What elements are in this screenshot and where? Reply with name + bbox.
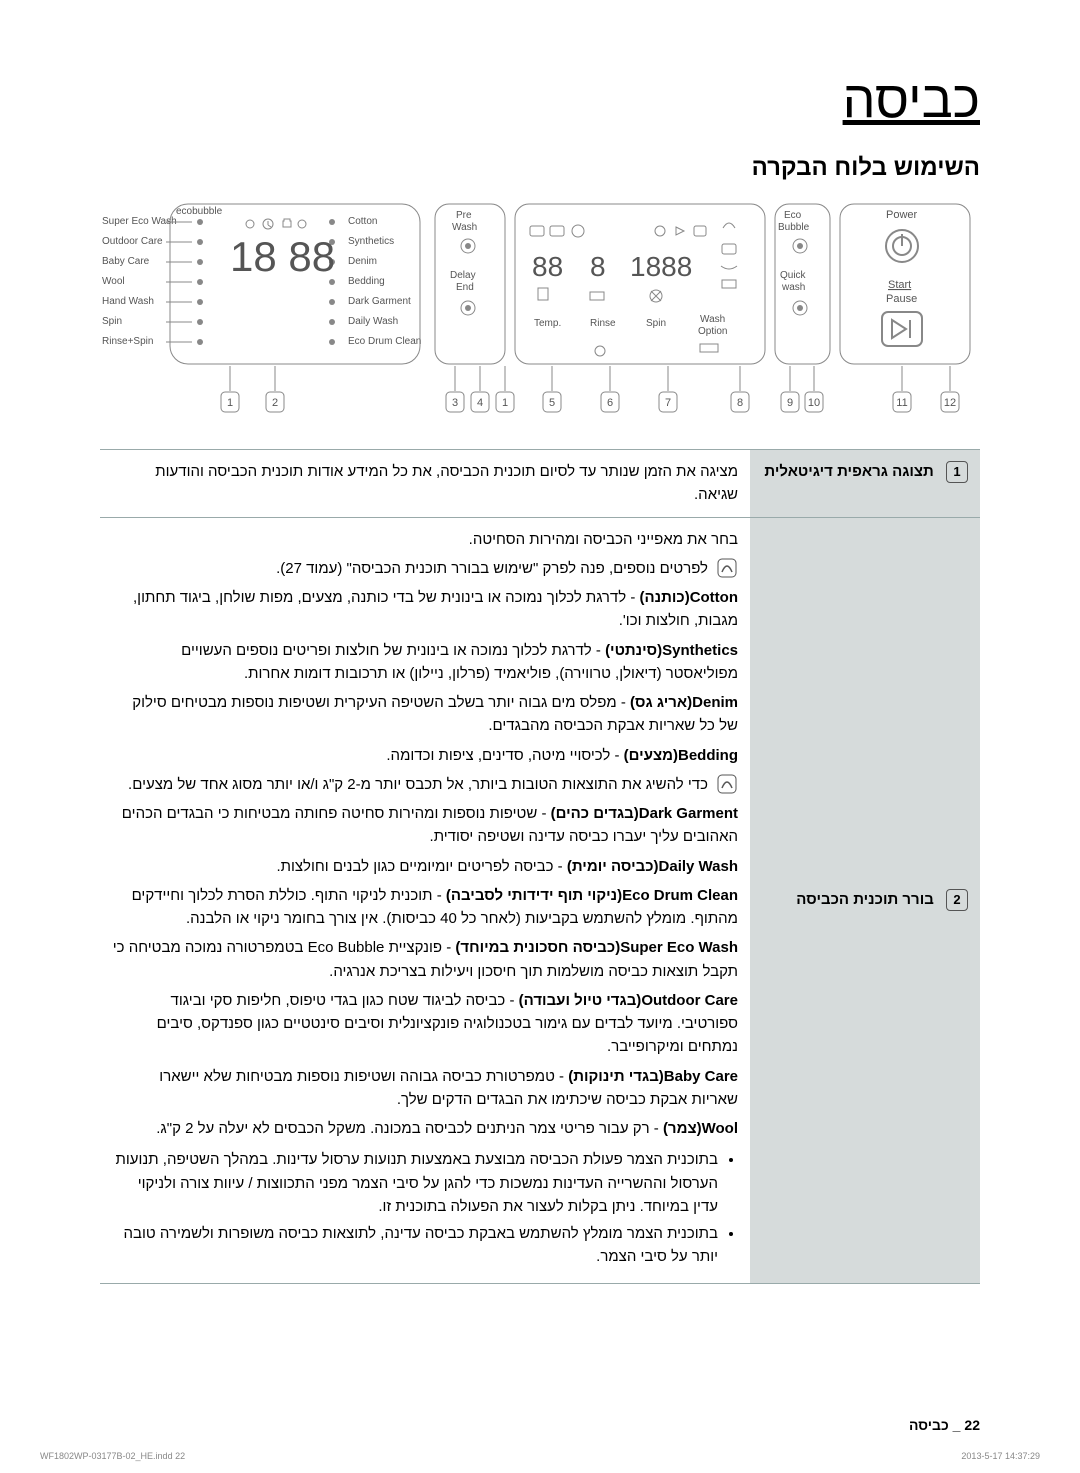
svg-text:Wool: Wool <box>102 276 125 287</box>
row2-num: 2 <box>946 889 968 911</box>
bullet-2: בתוכנית הצמר מומלץ להשתמש באבקת כביסה עד… <box>112 1222 718 1269</box>
svg-text:1: 1 <box>227 397 233 409</box>
svg-text:1: 1 <box>502 397 508 409</box>
info-icon <box>716 773 738 795</box>
svg-text:Wash: Wash <box>452 222 477 233</box>
row2-intro: בחר את מאפייני הכביסה ומהירות הסחיטה. <box>112 528 738 551</box>
row2-val: בחר את מאפייני הכביסה ומהירות הסחיטה. לפ… <box>100 517 750 1283</box>
svg-text:Daily Wash: Daily Wash <box>348 316 398 327</box>
prog-supereco: Super Eco Wash(כביסה חסכונית במיוחד) - פ… <box>112 936 738 983</box>
svg-text:Synthetics: Synthetics <box>348 236 394 247</box>
tip1-text: לפרטים נוספים, פנה לפרק "שימוש בבורר תוכ… <box>276 557 708 580</box>
print-meta: WF1802WP-03177B-02_HE.indd 22 2013-5-17 … <box>40 1451 1040 1461</box>
prog-denim: Denim(אריג גס) - מפלס מים גבוה יותר בשלב… <box>112 691 738 738</box>
svg-text:6: 6 <box>607 397 613 409</box>
row2-key: 2 בורר תוכנית הכביסה <box>750 517 980 1283</box>
prog-baby: Baby Care(בגדי תינוקות) - טמפרטורת כביסה… <box>112 1065 738 1112</box>
prog-dark: Dark Garment(בגדים כהים) - שטיפות נוספות… <box>112 802 738 849</box>
svg-text:2: 2 <box>272 397 278 409</box>
prog-ecodrum: Eco Drum Clean(ניקוי תוף ידידותי לסביבה)… <box>112 884 738 931</box>
wool-bullets: בתוכנית הצמר פעולת הכביסה מבוצעת באמצעות… <box>112 1148 738 1268</box>
tip-2: כדי להשיג את התוצאות הטובות ביותר, אל תכ… <box>112 773 738 796</box>
svg-text:Temp.: Temp. <box>534 318 561 329</box>
svg-text:1888: 1888 <box>630 251 692 282</box>
svg-text:Pause: Pause <box>886 293 917 305</box>
control-panel-diagram: ecobubble Super Eco Wash Outdoor Care Ba… <box>100 196 980 431</box>
prog-cotton: Cotton(כותנה) - לדרגת לכלוך נמוכה או בינ… <box>112 586 738 633</box>
svg-text:12: 12 <box>944 397 956 409</box>
bullet-1: בתוכנית הצמר פעולת הכביסה מבוצעת באמצעות… <box>112 1148 718 1218</box>
svg-text:End: End <box>456 282 474 293</box>
svg-text:3: 3 <box>452 397 458 409</box>
row1-num: 1 <box>946 461 968 483</box>
svg-text:Eco: Eco <box>784 210 802 221</box>
page-footer: 22_ כביסה <box>909 1417 980 1433</box>
row-2: 2 בורר תוכנית הכביסה בחר את מאפייני הכבי… <box>100 517 980 1283</box>
prog-outdoor: Outdoor Care(בגדי טיול ועבודה) - כביסה ל… <box>112 989 738 1059</box>
page-title: כביסה <box>100 70 980 130</box>
svg-text:Rinse+Spin: Rinse+Spin <box>102 336 153 347</box>
prog-bedding: Bedding(מצעים) - לכיסויי מיטה, סדינים, צ… <box>112 744 738 767</box>
svg-text:5: 5 <box>549 397 555 409</box>
svg-text:Option: Option <box>698 326 727 337</box>
svg-text:Pre: Pre <box>456 210 472 221</box>
svg-text:Start: Start <box>888 279 911 291</box>
prog-wool: Wool(צמר) - רק עבור פריטי צמר הניתנים לכ… <box>112 1117 738 1140</box>
svg-text:Cotton: Cotton <box>348 216 377 227</box>
svg-text:Bedding: Bedding <box>348 276 385 287</box>
spec-table: 1 תצוגה גראפית דיגיטאלית מציגה את הזמן ש… <box>100 449 980 1284</box>
tip2-text: כדי להשיג את התוצאות הטובות ביותר, אל תכ… <box>128 773 708 796</box>
row2-key-text: בורר תוכנית הכביסה <box>796 891 934 908</box>
section-title: השימוש בלוח הבקרה <box>100 154 980 182</box>
print-file: WF1802WP-03177B-02_HE.indd 22 <box>40 1451 185 1461</box>
row1-val: מציגה את הזמן שנותר עד לסיום תוכנית הכבי… <box>100 450 750 518</box>
footer-page: 22 <box>964 1417 980 1433</box>
footer-label: _ כביסה <box>909 1417 960 1433</box>
eco-brand: ecobubble <box>176 206 223 217</box>
svg-text:Denim: Denim <box>348 256 377 267</box>
svg-text:Delay: Delay <box>450 270 476 281</box>
row1-key-text: תצוגה גראפית דיגיטאלית <box>764 463 933 480</box>
svg-text:7: 7 <box>665 397 671 409</box>
svg-text:4: 4 <box>477 397 483 409</box>
svg-text:Wash: Wash <box>700 314 725 325</box>
row-1: 1 תצוגה גראפית דיגיטאלית מציגה את הזמן ש… <box>100 450 980 518</box>
svg-text:11: 11 <box>896 397 907 409</box>
svg-text:Baby Care: Baby Care <box>102 256 150 267</box>
left-labels: Super Eco Wash Outdoor Care Baby Care Wo… <box>102 216 192 347</box>
svg-text:8: 8 <box>590 251 606 282</box>
svg-text:88: 88 <box>532 251 563 282</box>
svg-text:Super Eco Wash: Super Eco Wash <box>102 216 177 227</box>
svg-text:Power: Power <box>886 209 918 221</box>
svg-text:Bubble: Bubble <box>778 222 810 233</box>
svg-text:Rinse: Rinse <box>590 318 616 329</box>
svg-text:Quick: Quick <box>780 270 807 281</box>
panel-svg: ecobubble Super Eco Wash Outdoor Care Ba… <box>100 196 980 426</box>
print-date: 2013-5-17 14:37:29 <box>961 1451 1040 1461</box>
prog-daily: Daily Wash(כביסה יומית) - כביסה לפריטים … <box>112 855 738 878</box>
tip-1: לפרטים נוספים, פנה לפרק "שימוש בבורר תוכ… <box>112 557 738 580</box>
svg-text:Spin: Spin <box>102 316 122 327</box>
svg-text:Eco Drum Clean: Eco Drum Clean <box>348 336 421 347</box>
svg-text:Dark Garment: Dark Garment <box>348 296 411 307</box>
svg-text:9: 9 <box>787 397 793 409</box>
row1-key: 1 תצוגה גראפית דיגיטאלית <box>750 450 980 518</box>
right-labels: Cotton Synthetics Denim Bedding Dark Gar… <box>348 216 421 347</box>
svg-text:Spin: Spin <box>646 318 666 329</box>
main-digits: 18 88 <box>230 233 335 280</box>
svg-text:Hand Wash: Hand Wash <box>102 296 154 307</box>
svg-text:10: 10 <box>808 397 820 409</box>
svg-text:Outdoor Care: Outdoor Care <box>102 236 163 247</box>
svg-text:wash: wash <box>781 282 805 293</box>
prog-synthetics: Synthetics(סינתטי) - לדרגת לכלוך נמוכה א… <box>112 639 738 686</box>
info-icon <box>716 557 738 579</box>
svg-text:8: 8 <box>737 397 743 409</box>
